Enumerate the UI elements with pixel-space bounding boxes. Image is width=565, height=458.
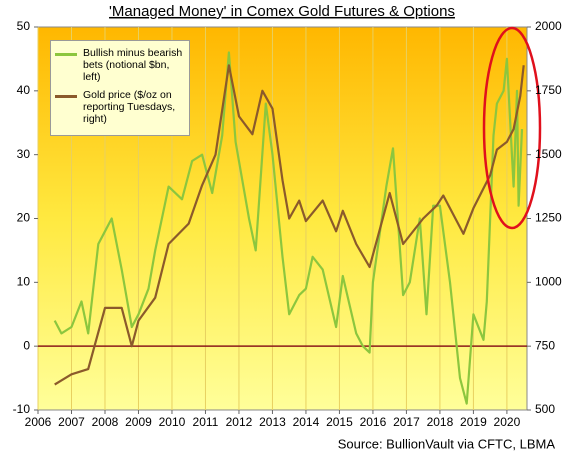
y-tick-label: 50 [17,19,31,33]
x-tick-label: 2011 [193,415,219,429]
x-tick-label: 2009 [125,415,152,429]
source: Source: BullionVault via CFTC, LBMA [338,436,556,451]
x-tick-label: 2017 [393,415,420,429]
y-tick-label: 10 [17,275,31,289]
y2-tick-label: 2000 [535,19,562,33]
legend-swatch [55,53,77,56]
y-tick-label: 0 [23,338,30,352]
legend-swatch [55,95,77,98]
x-tick-label: 2019 [460,415,487,429]
y2-tick-label: 1750 [535,83,562,97]
x-tick-label: 2006 [25,415,52,429]
legend-label: Bullish minus bearish bets (notional $bn… [83,47,183,83]
legend: Bullish minus bearish bets (notional $bn… [50,40,190,136]
y2-tick-label: 1500 [535,147,562,161]
chart-title: 'Managed Money' in Comex Gold Futures & … [109,3,455,20]
y-tick-label: 30 [17,147,31,161]
x-tick-label: 2018 [427,415,454,429]
x-tick-label: 2007 [58,415,85,429]
legend-label: Gold price ($/oz on reporting Tuesdays, … [83,89,176,125]
x-tick-label: 2015 [326,415,353,429]
x-tick-label: 2014 [293,415,320,429]
x-tick-label: 2012 [226,415,253,429]
x-tick-label: 2010 [159,415,186,429]
y-tick-label: 40 [17,83,31,97]
legend-item: Bullish minus bearish bets (notional $bn… [55,47,185,83]
highlight-ellipse [482,26,542,230]
series-line [53,51,524,405]
series-line [54,64,525,386]
y2-tick-label: 1000 [535,275,562,289]
x-tick-label: 2013 [259,415,286,429]
y2-tick-label: 500 [535,402,555,416]
y2-tick-label: 750 [535,338,555,352]
legend-item: Gold price ($/oz on reporting Tuesdays, … [55,89,185,125]
x-tick-label: 2008 [92,415,119,429]
x-tick-label: 2020 [494,415,521,429]
y2-tick-label: 1250 [535,211,562,225]
y-tick-label: 20 [17,211,31,225]
y-tick-label: -10 [13,402,31,416]
x-tick-label: 2016 [360,415,387,429]
